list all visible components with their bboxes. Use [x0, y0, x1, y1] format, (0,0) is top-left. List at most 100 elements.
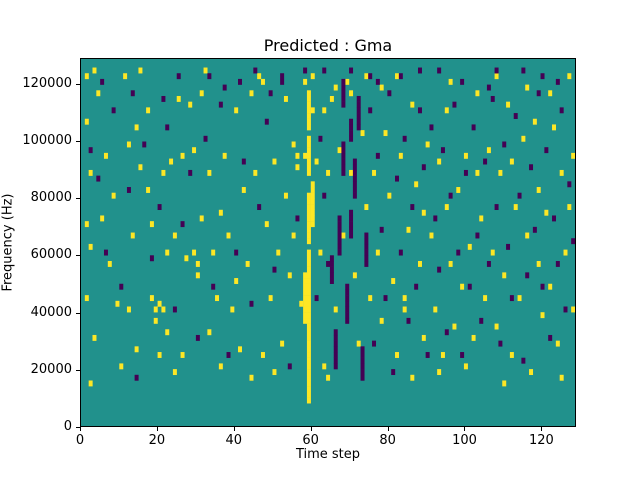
heatmap-cell — [398, 152, 403, 159]
heatmap-cell — [126, 187, 131, 193]
heatmap-cell — [306, 374, 311, 381]
heatmap-cell — [544, 209, 549, 216]
heatmap-cell — [130, 232, 135, 239]
heatmap-cell — [456, 249, 461, 256]
heatmap-cell — [306, 380, 311, 387]
heatmap-cell — [479, 215, 484, 222]
heatmap-cell — [192, 147, 197, 154]
heatmap-cell — [211, 249, 216, 256]
heatmap-cell — [349, 232, 354, 239]
heatmap-cell — [364, 249, 369, 256]
heatmap-cell — [360, 130, 365, 137]
heatmap-cell — [245, 260, 250, 267]
heatmap-cell — [222, 152, 227, 159]
heatmap-cell — [509, 295, 514, 302]
heatmap-cell — [253, 67, 258, 74]
heatmap-cell — [310, 192, 315, 199]
x-tick-label: 80 — [379, 433, 396, 448]
heatmap-cell — [356, 101, 361, 108]
heatmap-cell — [218, 209, 223, 216]
heatmap-cell — [111, 107, 116, 114]
heatmap-cell — [352, 187, 357, 193]
heatmap-cell — [460, 352, 465, 358]
heatmap-cell — [529, 164, 534, 171]
heatmap-cell — [249, 300, 254, 307]
heatmap-cell — [306, 369, 311, 376]
heatmap-cell — [559, 107, 564, 114]
heatmap-cell — [440, 147, 445, 154]
y-tick-label: 80000 — [30, 190, 72, 206]
heatmap-cell — [333, 352, 338, 358]
heatmap-cell — [165, 124, 170, 131]
heatmap-cell — [126, 141, 131, 148]
heatmap-cell — [372, 340, 377, 347]
heatmap-cell — [264, 118, 269, 125]
heatmap-cell — [96, 90, 101, 97]
heatmap-cell — [306, 397, 311, 404]
heatmap-cell — [329, 255, 334, 262]
heatmap-cell — [356, 95, 361, 102]
heatmap-cell — [134, 346, 139, 353]
heatmap-cell — [161, 169, 166, 176]
heatmap-cell — [352, 164, 357, 171]
x-tick-mark — [464, 427, 466, 431]
heatmap-cell — [306, 312, 311, 319]
heatmap-cell — [571, 152, 575, 159]
heatmap-cell — [199, 215, 204, 222]
x-tick-label: 40 — [225, 433, 243, 448]
heatmap-cell — [283, 192, 288, 199]
heatmap-cell — [337, 243, 342, 250]
heatmap-cell — [337, 226, 342, 233]
heatmap-cell — [345, 295, 350, 302]
x-tick-label: 0 — [75, 433, 85, 448]
heatmap-cell — [555, 260, 560, 267]
heatmap-cell — [345, 78, 350, 85]
heatmap-cell — [329, 266, 334, 273]
heatmap-cell — [333, 357, 338, 364]
heatmap-cell — [310, 198, 315, 205]
heatmap-cell — [249, 90, 254, 97]
heatmap-cell — [310, 209, 315, 216]
heatmap-cell — [345, 300, 350, 307]
heatmap-cell — [368, 107, 373, 114]
heatmap-cell — [364, 204, 369, 211]
heatmap-cell — [203, 135, 208, 142]
heatmap-cell — [306, 340, 311, 347]
heatmap-cell — [391, 369, 396, 376]
x-tick-mark — [233, 427, 235, 431]
heatmap-cell — [379, 317, 384, 324]
heatmap-cell — [157, 352, 162, 358]
heatmap-cell — [238, 78, 242, 85]
heatmap-cell — [180, 221, 185, 228]
heatmap-cell — [425, 141, 430, 148]
heatmap-cell — [92, 67, 97, 74]
heatmap-cell — [333, 363, 338, 370]
heatmap-cell — [437, 369, 442, 376]
heatmap-cell — [414, 181, 419, 188]
heatmap-cell — [444, 107, 449, 114]
heatmap-cell — [444, 329, 449, 336]
heatmap-cell — [306, 255, 311, 262]
heatmap-cell — [333, 84, 338, 91]
heatmap-cell — [486, 84, 491, 91]
y-axis-label: Frequency (Hz) — [0, 193, 16, 292]
heatmap-cell — [306, 204, 311, 211]
heatmap-cell — [421, 209, 426, 216]
y-tick-label: 120000 — [22, 75, 72, 91]
heatmap-cell — [287, 363, 292, 370]
heatmap-cell — [322, 67, 327, 74]
heatmap-cell — [402, 295, 407, 302]
heatmap-cell — [555, 78, 560, 85]
heatmap-cell — [172, 306, 177, 313]
heatmap-cell — [525, 232, 530, 239]
heatmap-cell — [387, 90, 392, 97]
x-tick-mark — [80, 427, 81, 431]
heatmap-cell — [521, 135, 526, 142]
heatmap-cell — [429, 232, 434, 239]
heatmap-cell — [479, 317, 484, 324]
heatmap-cell — [364, 243, 369, 250]
heatmap-cell — [532, 226, 537, 233]
heatmap-cell — [364, 73, 369, 80]
x-tick-label: 60 — [302, 433, 319, 448]
heatmap-cell — [234, 278, 239, 284]
